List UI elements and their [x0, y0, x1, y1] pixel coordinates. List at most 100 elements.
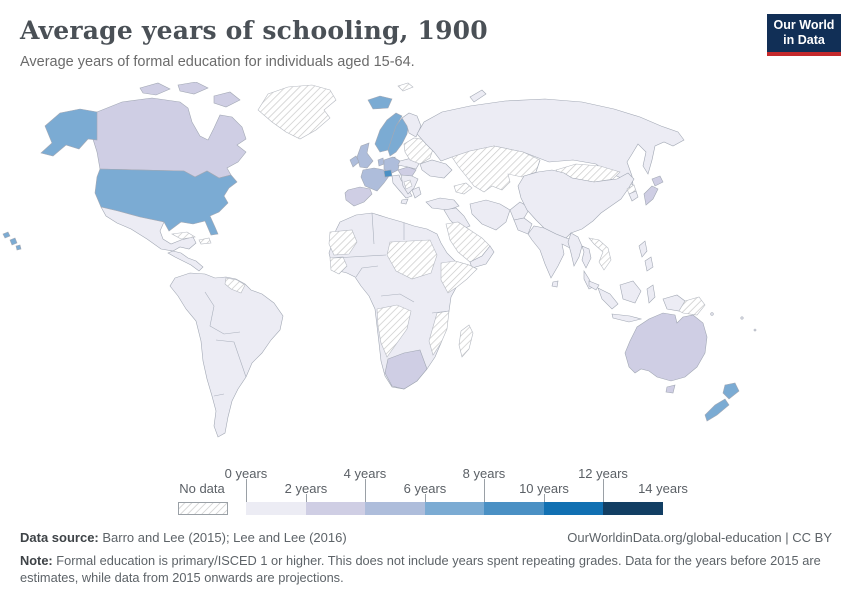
- region-central-asia[interactable]: [451, 145, 541, 193]
- region-ireland[interactable]: [349, 155, 360, 168]
- region-hispaniola[interactable]: [198, 237, 212, 245]
- legend-tick-label: 2 years: [284, 481, 328, 496]
- legend-tick-label: 12 years: [578, 466, 628, 481]
- legend-tick: [306, 494, 307, 502]
- legend-tick: [603, 479, 604, 502]
- region-borneo[interactable]: [619, 280, 642, 304]
- region-benelux[interactable]: [377, 157, 385, 167]
- legend-color-segment[interactable]: [246, 502, 306, 515]
- footer-link[interactable]: OurWorldinData.org/global-education | CC…: [567, 530, 832, 545]
- region-w-sahara-mauritania[interactable]: [328, 229, 358, 256]
- owid-logo-accent-bar: [767, 52, 841, 56]
- region-australia[interactable]: [624, 312, 708, 382]
- region-vietnam-laos[interactable]: [588, 237, 612, 271]
- region-pacific-islands[interactable]: [753, 328, 757, 332]
- legend-no-data-label: No data: [179, 481, 225, 496]
- legend-tick: [544, 494, 545, 502]
- region-tasmania[interactable]: [665, 384, 676, 394]
- region-usa[interactable]: [94, 168, 238, 236]
- region-south-africa[interactable]: [384, 349, 428, 390]
- legend-color-segment[interactable]: [305, 502, 366, 515]
- region-hawaii[interactable]: [2, 231, 22, 251]
- region-turkey[interactable]: [425, 197, 460, 211]
- region-austria-hungary[interactable]: [397, 166, 417, 177]
- legend-color-segment[interactable]: [365, 502, 425, 515]
- legend-tick: [365, 479, 366, 502]
- region-madagascar[interactable]: [458, 324, 474, 358]
- legend-tick: [246, 479, 247, 502]
- region-malaysia[interactable]: [588, 280, 600, 291]
- legend-tick-label: 6 years: [403, 481, 447, 496]
- legend-color-segment[interactable]: [484, 502, 544, 515]
- region-italy[interactable]: [391, 174, 413, 205]
- legend-tick-label: 0 years: [224, 466, 268, 481]
- legend-tick-label: 14 years: [638, 481, 688, 496]
- region-pacific-islands[interactable]: [710, 312, 714, 316]
- region-cuba[interactable]: [171, 231, 196, 240]
- legend-color-segment[interactable]: [543, 502, 604, 515]
- region-japan[interactable]: [643, 175, 664, 206]
- footer-note: Note: Formal education is primary/ISCED …: [20, 553, 832, 586]
- region-spain-portugal[interactable]: [344, 186, 373, 207]
- region-sulawesi[interactable]: [646, 284, 656, 304]
- source-text: Barro and Lee (2015); Lee and Lee (2016): [98, 530, 347, 545]
- owid-logo-text: Our World in Data: [773, 18, 835, 47]
- region-angola-namibia[interactable]: [376, 304, 412, 358]
- region-central-america[interactable]: [167, 250, 204, 272]
- region-balkans-no-data[interactable]: [403, 179, 413, 190]
- owid-logo[interactable]: Our World in Data: [767, 14, 841, 56]
- region-norway[interactable]: [374, 112, 403, 153]
- region-mexico[interactable]: [100, 206, 197, 252]
- region-novaya-zemlya[interactable]: [469, 89, 487, 103]
- region-chad-sudan[interactable]: [386, 239, 438, 280]
- world-choropleth-map: [0, 81, 850, 457]
- region-papua-new-guinea[interactable]: [678, 296, 706, 316]
- legend-no-data-swatch: [178, 502, 228, 520]
- region-sri-lanka[interactable]: [551, 280, 559, 288]
- region-south-korea[interactable]: [628, 190, 639, 202]
- note-text: Formal education is primary/ISCED 1 or h…: [20, 553, 821, 585]
- internal-borders: [204, 159, 541, 397]
- region-france[interactable]: [360, 167, 390, 192]
- region-new-zealand[interactable]: [704, 382, 740, 422]
- legend-tick-label: 4 years: [343, 466, 387, 481]
- region-iraq-syria[interactable]: [443, 207, 471, 231]
- legend-color-segment[interactable]: [603, 502, 664, 515]
- region-caucasus[interactable]: [453, 182, 473, 195]
- region-philippines[interactable]: [638, 240, 654, 272]
- region-south-america[interactable]: [169, 272, 284, 438]
- region-greece[interactable]: [411, 186, 422, 199]
- legend-color-segment[interactable]: [424, 502, 485, 515]
- region-svalbard[interactable]: [397, 82, 414, 92]
- legend-tick-label: 8 years: [462, 466, 506, 481]
- region-thailand[interactable]: [581, 245, 594, 290]
- region-china[interactable]: [517, 169, 635, 239]
- region-iceland[interactable]: [367, 95, 393, 110]
- region-switzerland[interactable]: [383, 169, 393, 178]
- region-mozambique[interactable]: [428, 310, 450, 356]
- region-arctic-islands[interactable]: [139, 81, 241, 108]
- region-java[interactable]: [611, 313, 643, 323]
- region-alaska[interactable]: [40, 108, 98, 157]
- region-sumatra[interactable]: [597, 287, 619, 310]
- region-pacific-islands[interactable]: [740, 316, 744, 320]
- world-map-svg: [2, 81, 757, 438]
- note-label: Note:: [20, 553, 53, 568]
- region-canada[interactable]: [91, 97, 247, 179]
- region-india[interactable]: [527, 225, 575, 279]
- region-uk[interactable]: [356, 142, 374, 169]
- region-greenland[interactable]: [257, 84, 337, 140]
- region-ukraine[interactable]: [419, 159, 453, 179]
- region-pakistan[interactable]: [513, 217, 533, 235]
- legend-tick: [425, 494, 426, 502]
- legend-color-bar[interactable]: [246, 502, 664, 515]
- legend-tick-label: 10 years: [519, 481, 569, 496]
- region-guinea[interactable]: [329, 256, 348, 275]
- region-iran[interactable]: [469, 199, 511, 231]
- region-horn-of-africa[interactable]: [440, 260, 478, 294]
- source-label: Data source:: [20, 530, 99, 545]
- region-myanmar[interactable]: [567, 232, 583, 267]
- region-guianas[interactable]: [224, 277, 246, 294]
- legend-tick: [484, 479, 485, 502]
